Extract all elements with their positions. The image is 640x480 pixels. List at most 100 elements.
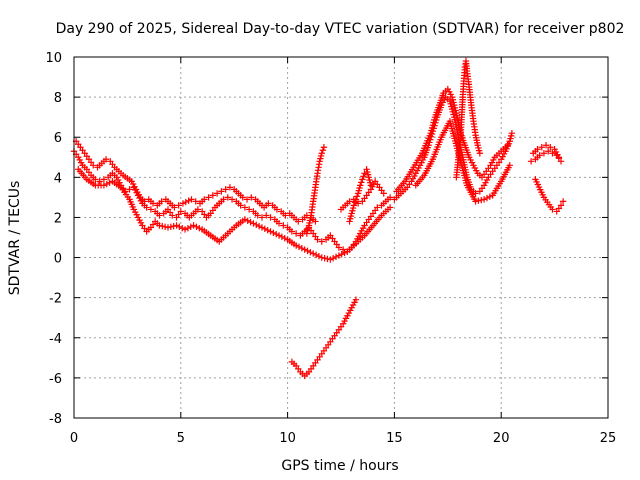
- data-point: [557, 158, 565, 165]
- data-point-fill: [360, 173, 367, 180]
- axis-ticks: 0 5 10 15 20 25 -8 -6 -4 -2 0 2 4 6 8 10: [45, 51, 616, 446]
- data-point-fill: [332, 253, 340, 261]
- data-point-fill: [319, 147, 327, 154]
- data-point-fill: [247, 218, 254, 226]
- data-point-fill: [475, 197, 482, 204]
- data-point: [504, 142, 511, 149]
- data-point: [472, 198, 479, 205]
- data-point: [361, 170, 368, 177]
- data-point: [156, 212, 163, 219]
- series-spike-13h: [346, 166, 375, 225]
- data-point-fill: [298, 244, 306, 252]
- data-point-fill: [304, 247, 311, 255]
- data-point: [241, 216, 249, 223]
- y-tick-label: -4: [49, 332, 62, 347]
- data-point: [220, 196, 227, 203]
- data-point-fill: [295, 243, 303, 251]
- data-point: [380, 190, 387, 197]
- data-point-fill: [261, 225, 269, 233]
- data-point: [258, 224, 266, 231]
- data-point: [367, 182, 375, 189]
- data-point: [201, 196, 208, 203]
- y-tick-label: -2: [49, 292, 62, 307]
- data-point: [100, 182, 108, 189]
- data-point-fill: [281, 234, 288, 242]
- data-point: [359, 176, 366, 183]
- data-point: [173, 222, 180, 229]
- data-point: [192, 198, 199, 205]
- data-point: [476, 150, 484, 157]
- data-point: [555, 154, 563, 161]
- data-point-fill: [270, 229, 277, 237]
- data-point: [282, 212, 289, 219]
- data-point: [472, 190, 479, 197]
- data-point: [213, 190, 221, 197]
- data-point-fill: [351, 199, 359, 206]
- data-point-fill: [358, 179, 365, 186]
- data-point-fill: [184, 224, 192, 232]
- data-point: [557, 202, 565, 209]
- data-point: [559, 198, 567, 205]
- data-point: [245, 206, 253, 213]
- x-tick-label: 10: [279, 431, 296, 446]
- data-point: [386, 194, 394, 201]
- data-point: [258, 214, 266, 221]
- data-point: [540, 150, 548, 157]
- data-point: [506, 162, 513, 169]
- data-point-fill: [329, 255, 337, 262]
- x-tick-label: 5: [177, 431, 185, 446]
- data-point: [312, 218, 319, 225]
- data-point-fill: [264, 226, 271, 234]
- x-tick-label: 20: [493, 431, 510, 446]
- data-point: [314, 236, 321, 243]
- y-tick-label: -6: [49, 372, 62, 387]
- data-point: [171, 204, 178, 211]
- data-point: [147, 206, 155, 213]
- data-point-fill: [307, 249, 314, 256]
- data-point: [181, 226, 189, 233]
- chart-title: Day 290 of 2025, Sidereal Day-to-day VTE…: [56, 21, 625, 37]
- data-point: [228, 196, 236, 203]
- data-point: [534, 146, 541, 153]
- data-point: [175, 202, 182, 209]
- data-point: [292, 230, 300, 237]
- data-point-fill: [321, 255, 328, 262]
- data-point: [350, 202, 358, 209]
- data-point: [301, 246, 308, 253]
- data-point: [542, 142, 550, 149]
- data-point: [275, 220, 283, 227]
- data-point: [102, 156, 110, 163]
- data-point: [209, 192, 217, 199]
- data-point: [357, 182, 364, 189]
- data-point: [352, 296, 360, 303]
- data-point: [218, 188, 225, 195]
- data-point-fill: [161, 223, 169, 231]
- data-point: [335, 252, 343, 259]
- data-point: [280, 222, 287, 229]
- data-point: [205, 194, 212, 201]
- data-point-fill: [338, 251, 345, 258]
- y-axis-title: SDTVAR / TECUs: [7, 181, 23, 296]
- data-point: [96, 178, 103, 185]
- data-point: [318, 150, 325, 157]
- data-point: [549, 206, 556, 213]
- data-point: [549, 150, 556, 157]
- series-spike-18h: [453, 57, 484, 181]
- data-point: [295, 218, 302, 225]
- data-point-fill: [167, 223, 175, 231]
- data-point: [100, 176, 108, 183]
- data-point: [250, 220, 257, 227]
- data-point-fill: [483, 194, 491, 202]
- data-point: [254, 212, 261, 219]
- data-marks: [70, 57, 567, 380]
- data-point: [273, 206, 281, 213]
- data-point-fill: [278, 233, 286, 241]
- data-point: [126, 186, 133, 193]
- data-point: [374, 204, 381, 211]
- data-point-fill: [193, 223, 200, 231]
- data-point: [320, 144, 328, 151]
- data-point: [352, 196, 360, 203]
- data-point: [169, 212, 176, 219]
- y-tick-label: 6: [54, 131, 62, 146]
